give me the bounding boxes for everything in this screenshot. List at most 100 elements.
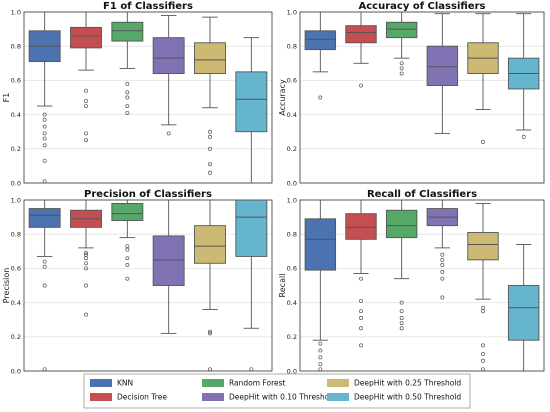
box-6 xyxy=(235,199,268,372)
box-body xyxy=(467,232,499,261)
y-tick-label: 0.6 xyxy=(11,77,21,85)
legend-swatch xyxy=(327,379,349,387)
y-axis-label: F1 xyxy=(2,93,11,103)
legend-item-2: Decision Tree xyxy=(90,393,167,402)
legend-item-3: Random Forest xyxy=(202,379,286,388)
outlier-point xyxy=(318,341,323,346)
chart-panel-1: F1 of Classifiers F1 0.0 0.2 0.4 0.6 0.8 1.0 xyxy=(2,1,273,187)
outlier-point xyxy=(125,256,130,261)
outlier-point xyxy=(399,66,404,71)
box-4 xyxy=(152,14,185,136)
chart-panel-3: Precision of Classifiers Precision 0.0 0.2 0… xyxy=(2,189,273,375)
outlier-point xyxy=(481,358,485,363)
outlier-point xyxy=(84,261,88,266)
outlier-point xyxy=(125,247,130,252)
outlier-point xyxy=(481,309,485,314)
box-body xyxy=(152,235,185,286)
outlier-point xyxy=(42,131,47,136)
box-6 xyxy=(507,13,540,139)
box-body xyxy=(111,202,144,221)
y-tick-label: 0.4 xyxy=(11,299,21,307)
outlier-point xyxy=(399,300,404,305)
outlier-point xyxy=(42,112,47,117)
outlier-point xyxy=(318,95,323,100)
outlier-point xyxy=(440,257,445,262)
outlier-point xyxy=(42,259,47,264)
box-body xyxy=(152,37,185,75)
outlier-point xyxy=(440,295,445,300)
outlier-point xyxy=(208,329,212,334)
panel-frame xyxy=(23,11,273,184)
outlier-point xyxy=(440,252,445,257)
box-body xyxy=(235,199,268,257)
box-1 xyxy=(28,11,61,184)
y-tick-label: 0.6 xyxy=(287,265,297,273)
outlier-point xyxy=(42,136,47,141)
outlier-point xyxy=(481,305,485,310)
box-5 xyxy=(467,202,499,372)
box-body xyxy=(345,25,377,44)
outlier-point xyxy=(208,170,212,175)
panel-frame xyxy=(23,199,273,372)
outlier-point xyxy=(481,367,485,372)
box-1 xyxy=(304,199,337,372)
y-axis-label: Recall xyxy=(278,274,287,298)
legend-label: DeepHit with 0.50 Threshold xyxy=(354,393,461,402)
outlier-point xyxy=(42,264,47,269)
box-body xyxy=(304,218,337,271)
panel-frame xyxy=(299,199,545,372)
y-tick-label: 1.0 xyxy=(287,8,297,16)
y-tick-label: 0.0 xyxy=(11,179,21,187)
y-axis-label: Precision xyxy=(2,268,11,304)
chart-panel-2: Accuracy of Classifiers Accuracy 0.0 0.2 0.4… xyxy=(278,1,545,187)
outlier-point xyxy=(481,343,485,348)
outlier-point xyxy=(84,131,88,136)
outlier-point xyxy=(318,367,323,372)
outlier-point xyxy=(125,110,130,115)
box-5 xyxy=(467,13,499,144)
outlier-point xyxy=(481,140,485,144)
y-tick-label: 0.2 xyxy=(11,145,21,153)
legend-frame xyxy=(83,373,471,409)
outlier-point xyxy=(318,362,323,367)
outlier-point xyxy=(42,117,47,122)
y-tick-label: 0.2 xyxy=(11,333,21,341)
legend-swatch xyxy=(202,379,224,387)
legend-swatch xyxy=(90,379,112,387)
outlier-point xyxy=(84,104,88,109)
outlier-point xyxy=(84,256,88,261)
box-body xyxy=(426,45,459,86)
panel-title: Recall of Classifiers xyxy=(367,189,477,200)
box-1 xyxy=(28,199,61,372)
outlier-point xyxy=(125,244,130,249)
box-body xyxy=(345,213,377,240)
box-3 xyxy=(111,199,144,281)
outlier-point xyxy=(399,61,404,66)
outlier-point xyxy=(42,179,47,184)
legend-label: Random Forest xyxy=(229,379,286,388)
legend-swatch xyxy=(327,393,349,401)
box-2 xyxy=(345,11,377,88)
outlier-point xyxy=(399,326,404,331)
box-1 xyxy=(304,11,337,100)
outlier-point xyxy=(166,131,171,136)
outlier-point xyxy=(359,298,363,303)
box-body xyxy=(28,208,61,228)
y-axis-label: Accuracy xyxy=(278,79,287,116)
outlier-point xyxy=(84,266,88,271)
outlier-point xyxy=(42,283,47,288)
box-5 xyxy=(194,16,226,175)
outlier-point xyxy=(399,309,404,314)
outlier-point xyxy=(84,251,88,255)
panel-title: F1 of Classifiers xyxy=(103,1,193,12)
y-tick-label: 0.0 xyxy=(11,367,21,375)
y-tick-label: 0.8 xyxy=(287,231,297,239)
legend-label: DeepHit with 0.10 Threshold xyxy=(229,393,336,402)
box-body xyxy=(507,285,540,341)
outlier-point xyxy=(208,331,212,336)
outlier-point xyxy=(521,134,526,139)
outlier-point xyxy=(125,263,130,267)
outlier-point xyxy=(125,104,130,109)
panel-title: Precision of Classifiers xyxy=(84,189,212,200)
